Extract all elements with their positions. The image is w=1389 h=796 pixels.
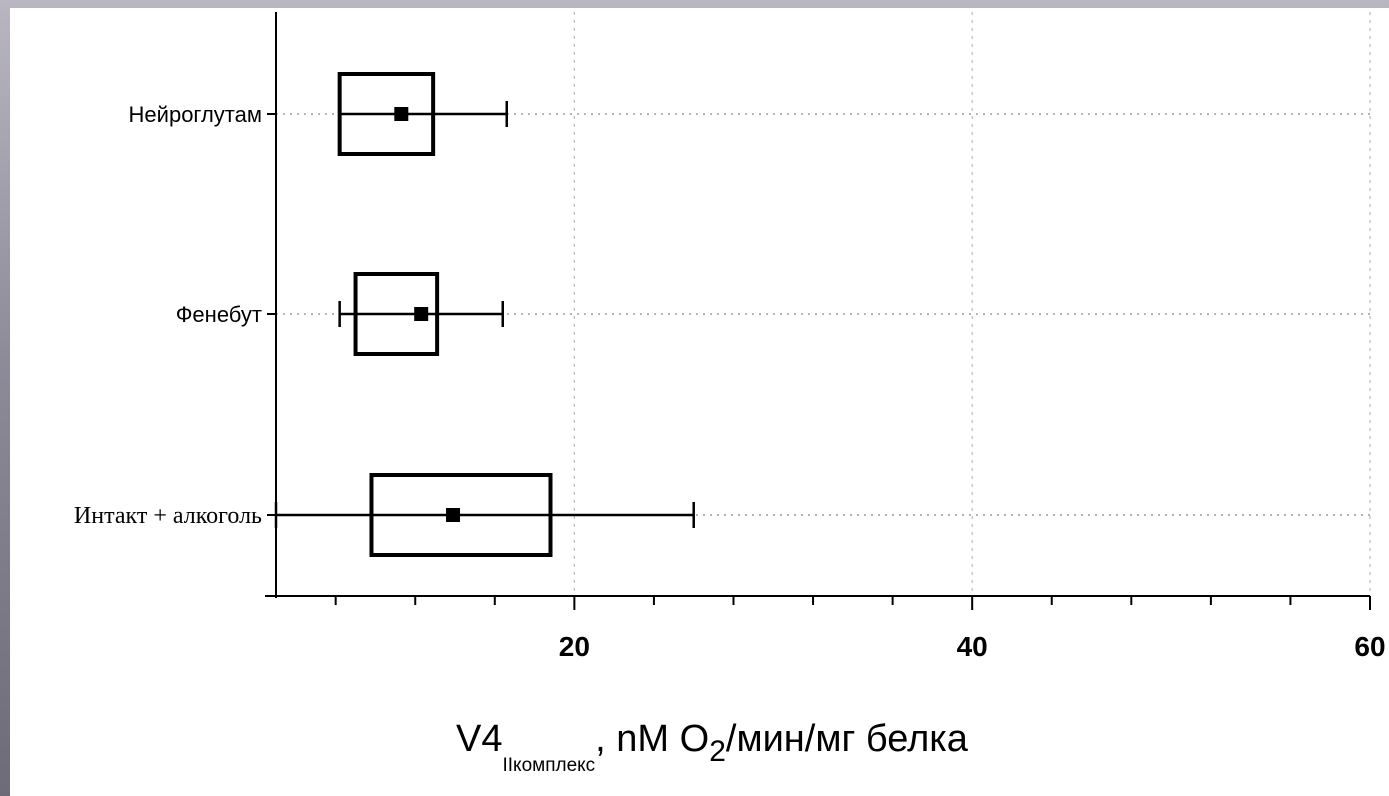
box-1 [353, 272, 440, 356]
x-axis-title: V4IIкомплекс, nM O2/мин/мг белка [456, 718, 968, 776]
chart-panel: 20 40 60 Нейроглутам Фенебут Интакт + алкогол… [10, 8, 1389, 796]
x-tick-label-1: 40 [957, 631, 988, 662]
box-0 [337, 72, 436, 156]
x-axis-title-subscript-2: 2 [709, 735, 726, 768]
box-plot-chart: 20 40 60 Нейроглутам Фенебут Интакт + алкогол… [74, 12, 1386, 662]
category-label-2: Интакт + алкоголь [74, 503, 262, 529]
category-label-1: Фенебут [176, 302, 262, 327]
x-axis-title-main: V4 [456, 718, 503, 760]
center-marker-2 [446, 508, 461, 522]
center-marker-1 [414, 307, 429, 321]
x-tick-label-2: 60 [1354, 631, 1385, 662]
x-axis-title-unit-a: , nM O [595, 718, 710, 760]
x-axis-title-subscript: IIкомплекс [502, 755, 596, 776]
x-axis-title-unit-b: /мин/мг белка [725, 718, 968, 760]
box-2 [369, 473, 553, 557]
category-label-0: Нейроглутам [129, 102, 262, 127]
center-marker-0 [394, 107, 409, 121]
x-tick-label-0: 20 [559, 631, 590, 662]
